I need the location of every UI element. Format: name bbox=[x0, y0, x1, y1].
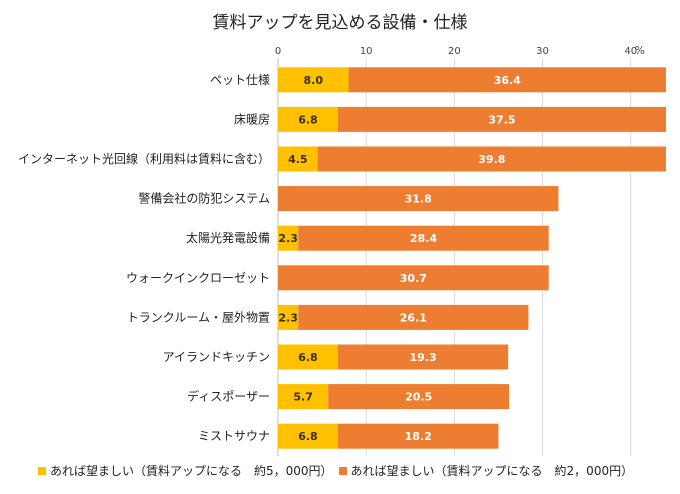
data-label: 31.8 bbox=[405, 193, 432, 206]
data-label: 20.5 bbox=[405, 391, 432, 404]
data-label: 36.4 bbox=[494, 74, 521, 87]
bar-segment bbox=[337, 106, 666, 132]
bar-segment bbox=[278, 265, 549, 291]
category-label: 床暖房 bbox=[234, 111, 270, 126]
bar-segment bbox=[278, 186, 559, 212]
bar-segment bbox=[278, 344, 338, 370]
bar-segment bbox=[317, 146, 666, 172]
x-tick-label: 30 bbox=[536, 46, 549, 57]
bar-segment bbox=[278, 423, 338, 449]
category-label: ウォークインクローゼット bbox=[126, 271, 270, 285]
data-label: 6.8 bbox=[298, 113, 318, 126]
legend-swatch-2000 bbox=[338, 466, 347, 475]
bar-segment bbox=[298, 304, 529, 330]
data-label: 2.3 bbox=[278, 232, 298, 245]
data-label: 6.8 bbox=[298, 351, 318, 364]
category-label: インターネット光回線（利用料は賃料に含む） bbox=[18, 151, 270, 166]
legend-item-2000: あれば望ましい（賃料アップになる 約2，000円） bbox=[338, 462, 634, 479]
category-label: トランクルーム・屋外物置 bbox=[127, 310, 270, 324]
category-label: アイランドキッチン bbox=[163, 350, 270, 364]
bar-segment bbox=[348, 67, 666, 93]
legend-label-5000: あれば望ましい（賃料アップになる 約5，000円） bbox=[50, 464, 333, 478]
data-label: 2.3 bbox=[278, 311, 298, 324]
legend-item-5000: あれば望ましい（賃料アップになる 約5，000円） bbox=[38, 462, 333, 479]
bar-segment bbox=[298, 225, 549, 251]
chart-title: 賃料アップを見込める設備・仕様 bbox=[212, 13, 468, 33]
bar-segment bbox=[278, 146, 318, 172]
data-label: 19.3 bbox=[409, 351, 436, 364]
data-label: 6.8 bbox=[298, 430, 318, 443]
category-label: ディスポーザー bbox=[187, 389, 270, 404]
x-tick-label: 40 bbox=[624, 46, 637, 57]
data-label: 28.4 bbox=[410, 232, 437, 245]
data-label: 8.0 bbox=[304, 74, 324, 87]
legend-label-2000: あれば望ましい（賃料アップになる 約2，000円） bbox=[350, 464, 634, 478]
x-tick-label: 10 bbox=[360, 46, 373, 57]
data-label: 5.7 bbox=[293, 391, 313, 404]
data-label: 4.5 bbox=[288, 153, 308, 166]
bar-segment bbox=[337, 344, 509, 370]
x-tick-label: 0 bbox=[275, 46, 281, 57]
bar-segment bbox=[278, 384, 329, 410]
category-label: ミストサウナ bbox=[198, 429, 270, 443]
bar-segment bbox=[337, 423, 499, 449]
legend: あれば望ましい（賃料アップになる 約5，000円） あれば望ましい（賃料アップに… bbox=[38, 462, 633, 479]
category-label: ペット仕様 bbox=[210, 73, 270, 87]
data-label: 26.1 bbox=[400, 311, 427, 324]
bar-segment bbox=[278, 304, 299, 330]
bar-segment bbox=[278, 67, 349, 93]
bar-segment bbox=[328, 384, 510, 410]
data-label: 39.8 bbox=[478, 153, 505, 166]
bar-segment bbox=[278, 225, 299, 251]
data-label: 18.2 bbox=[405, 430, 432, 443]
x-unit-label: % bbox=[635, 44, 645, 57]
x-tick-label: 20 bbox=[448, 46, 461, 57]
bar-segment bbox=[278, 106, 338, 132]
legend-swatch-5000 bbox=[38, 466, 46, 475]
category-label: 警備会社の防犯システム bbox=[138, 191, 270, 206]
data-label: 30.7 bbox=[400, 272, 427, 285]
data-label: 37.5 bbox=[488, 113, 515, 126]
category-label: 太陽光発電設備 bbox=[186, 230, 270, 245]
